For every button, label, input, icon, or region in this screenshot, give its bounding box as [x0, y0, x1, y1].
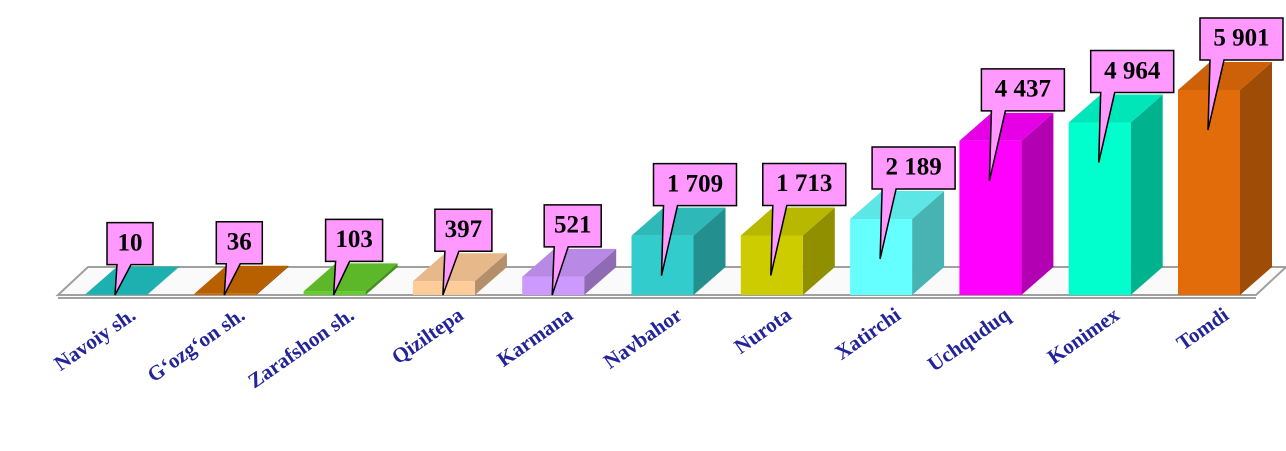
value-label: 1 709: [667, 170, 723, 197]
bar-side: [256, 265, 289, 295]
bar-top: [740, 207, 835, 236]
x-tick-label: Tomdi: [1172, 302, 1233, 355]
bar-top: [631, 207, 726, 236]
bar-group: [85, 266, 179, 295]
bar-side: [365, 263, 398, 295]
bar-top: [522, 248, 617, 277]
bar-side: [147, 266, 179, 295]
x-tick-label: Konimex: [1043, 302, 1124, 369]
callout-box: [324, 218, 384, 296]
x-tick-label: Xatirchi: [830, 302, 905, 364]
x-tick-label: Qiziltepa: [387, 302, 468, 369]
value-label: 1 713: [776, 170, 832, 197]
bar-side: [1021, 112, 1054, 295]
bar-side: [1130, 94, 1163, 295]
value-label: 2 189: [885, 154, 941, 181]
bar-side: [802, 207, 835, 295]
value-label: 36: [227, 228, 252, 255]
x-tick-label: Uchquduq: [923, 302, 1014, 376]
callout-box: [1089, 49, 1175, 163]
x-tick-label: Navoiy sh.: [50, 302, 140, 375]
bar-top: [303, 263, 398, 292]
bar-side: [584, 248, 617, 295]
x-tick-label: Karmana: [493, 302, 578, 371]
bar-top: [959, 112, 1054, 141]
callout-box: [543, 204, 602, 296]
bar-group: [1178, 62, 1272, 295]
callout-box: [1199, 17, 1284, 131]
bar-top: [85, 266, 179, 295]
callout-box: [434, 208, 493, 296]
bar-top: [1068, 94, 1163, 123]
value-label: 103: [335, 226, 373, 253]
bar-top: [194, 265, 289, 294]
value-label: 4 437: [995, 76, 1051, 103]
value-label: 4 964: [1104, 57, 1161, 84]
callout-box: [106, 221, 154, 296]
x-tick-label: Navbahor: [599, 302, 686, 373]
callout-box: [980, 68, 1066, 182]
bar-top: [1178, 62, 1272, 90]
bar-side: [474, 253, 507, 295]
bar-group: [1068, 94, 1163, 295]
value-label: 10: [118, 229, 143, 256]
value-label: 397: [445, 216, 483, 243]
bar-top: [850, 190, 945, 219]
bar-side: [1240, 62, 1272, 295]
value-label: 521: [554, 212, 592, 239]
bar-side: [693, 207, 726, 295]
bar-group: [740, 207, 835, 295]
x-tick-label: Zarafshon sh.: [243, 302, 358, 393]
bar-group: [959, 112, 1054, 295]
x-tick-label: G‘ozg‘on sh.: [143, 302, 249, 387]
callout-box: [652, 162, 738, 276]
callout-box: [871, 146, 956, 260]
callout-box: [215, 220, 264, 296]
bar-side: [912, 190, 945, 295]
x-tick-label: Nurota: [730, 302, 796, 359]
bar-top: [412, 253, 507, 282]
callout-box: [762, 162, 847, 276]
value-label: 5 901: [1213, 25, 1269, 52]
